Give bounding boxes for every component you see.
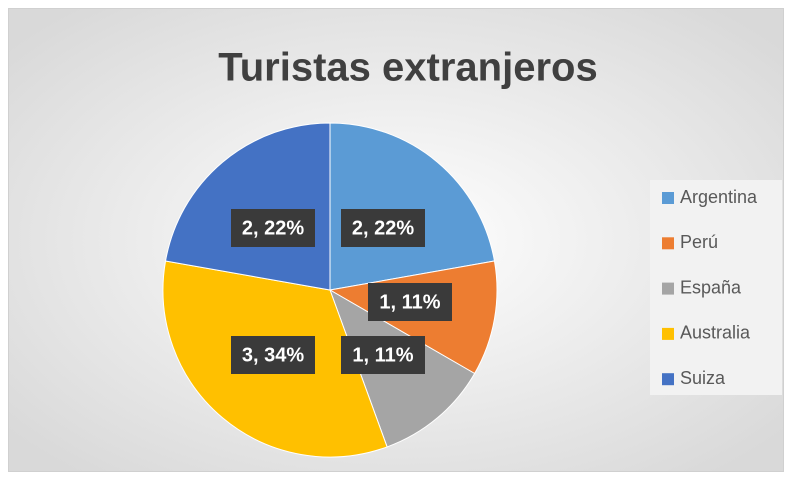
legend-swatch [662, 237, 674, 250]
legend-swatch [662, 282, 674, 295]
pie-slice [164, 122, 331, 291]
data-label: 3, 34% [242, 344, 304, 366]
legend-label: Suiza [680, 368, 726, 388]
legend-label: Australia [680, 323, 751, 343]
legend-label: Perú [680, 232, 718, 252]
chart-title: Turistas extranjeros [218, 46, 597, 90]
data-label: 2, 22% [352, 217, 414, 239]
legend-label: Argentina [680, 187, 758, 207]
data-label: 1, 11% [352, 344, 413, 366]
data-label-box [341, 209, 425, 247]
legend-label: España [680, 277, 742, 297]
legend-swatch [662, 192, 674, 204]
data-label: 1, 11% [379, 291, 440, 313]
data-label-box [368, 283, 452, 321]
pie-slice [329, 122, 496, 291]
legend-swatch [662, 327, 674, 340]
data-label-box [231, 209, 315, 247]
data-label-box [231, 336, 315, 374]
data-label: 2, 22% [242, 217, 304, 239]
legend-swatch [662, 373, 674, 386]
data-label-box [341, 336, 425, 374]
